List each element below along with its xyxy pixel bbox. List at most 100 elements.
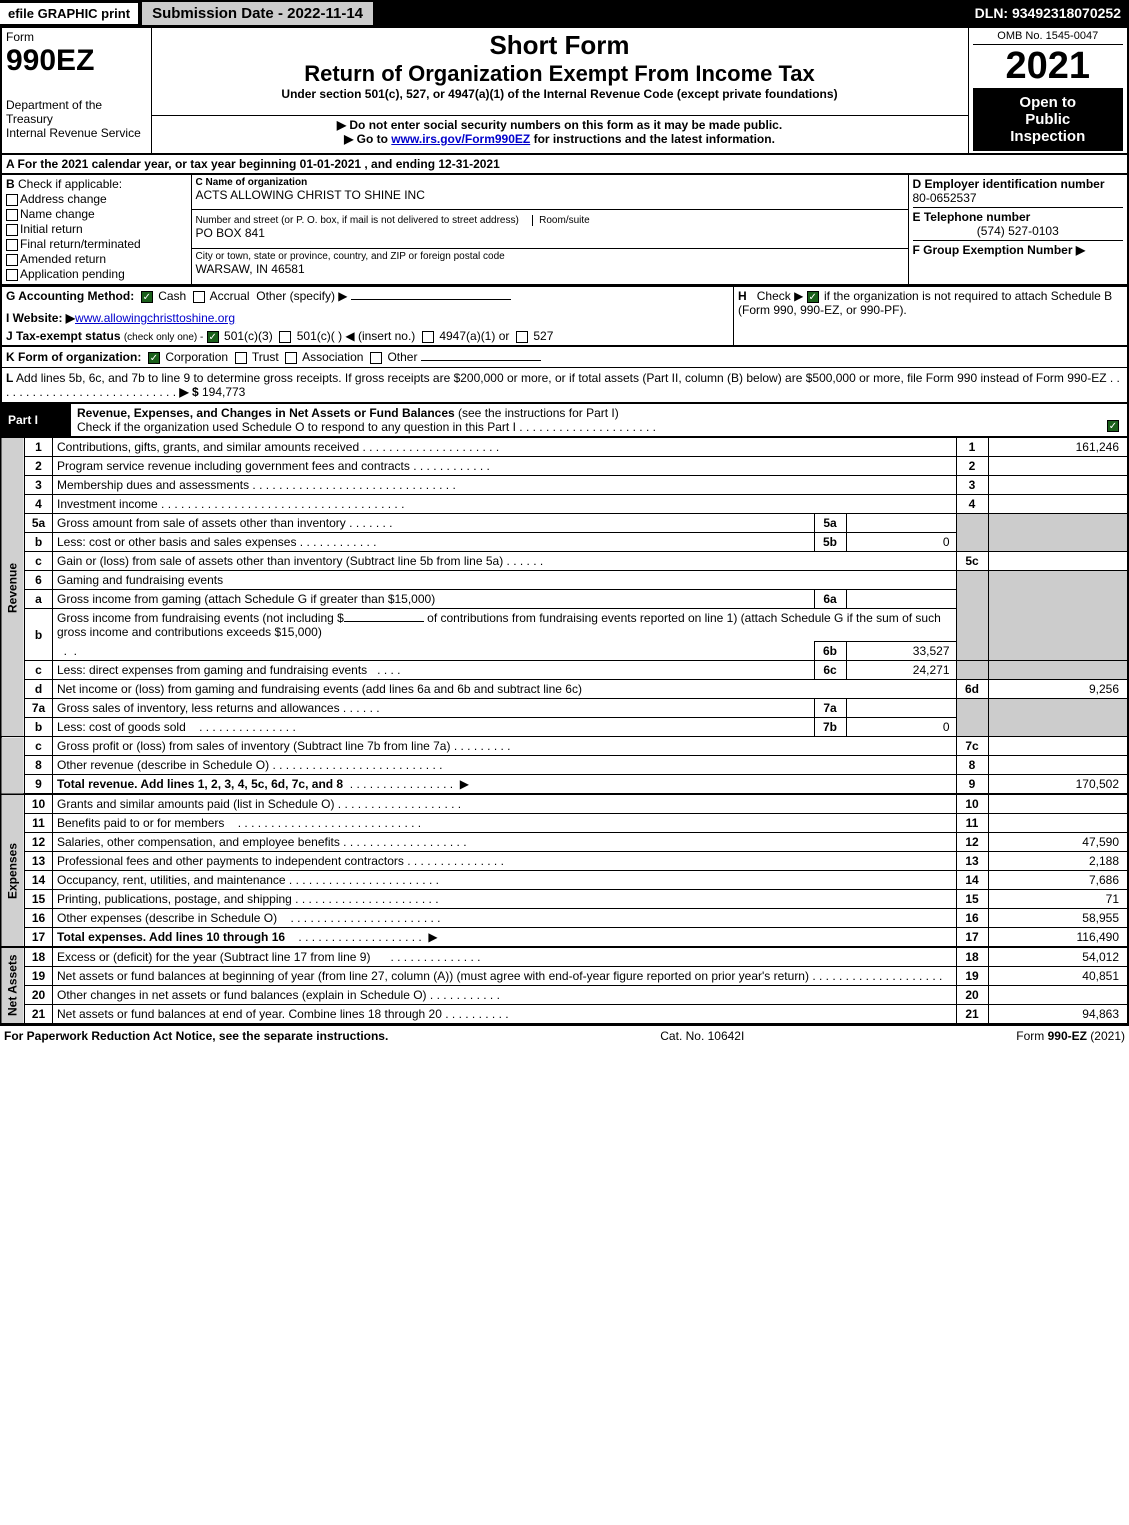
street-address: PO BOX 841 xyxy=(196,226,904,240)
cb-initial-return[interactable]: Initial return xyxy=(6,222,187,236)
cb-final-return[interactable]: Final return/terminated xyxy=(6,237,187,251)
line-6b-desc1: Gross income from fundraising events (no… xyxy=(53,609,957,642)
line-8-ref: 8 xyxy=(956,756,988,775)
cb-schedule-b[interactable] xyxy=(807,291,819,303)
cb-accrual[interactable] xyxy=(193,291,205,303)
cb-label-final: Final return/terminated xyxy=(20,237,141,251)
form-code: 990EZ xyxy=(6,44,147,78)
line-7c-desc: Gross profit or (loss) from sales of inv… xyxy=(53,737,957,756)
cb-501c3[interactable] xyxy=(207,331,219,343)
line-10-ref: 10 xyxy=(956,794,988,814)
line-21-val: 94,863 xyxy=(988,1005,1128,1025)
line-15-val: 71 xyxy=(988,890,1128,909)
revenue-side-cont xyxy=(1,737,25,795)
dln-label: DLN: 93492318070252 xyxy=(975,5,1129,21)
line-21-ref: 21 xyxy=(956,1005,988,1025)
line-19-num: 19 xyxy=(25,967,53,986)
website-link[interactable]: www.allowingchristtoshine.org xyxy=(75,311,235,325)
line-17-num: 17 xyxy=(25,928,53,948)
irs-link[interactable]: www.irs.gov/Form990EZ xyxy=(391,132,530,146)
efile-label[interactable]: efile GRAPHIC print xyxy=(0,3,138,24)
return-title: Return of Organization Exempt From Incom… xyxy=(156,61,964,87)
cb-amended-return[interactable]: Amended return xyxy=(6,252,187,266)
revenue-table: Revenue 1 Contributions, gifts, grants, … xyxy=(0,437,1129,1025)
under-section: Under section 501(c), 527, or 4947(a)(1)… xyxy=(156,87,964,101)
line-1-ref: 1 xyxy=(956,438,988,457)
cb-address-change[interactable]: Address change xyxy=(6,192,187,206)
cb-name-change[interactable]: Name change xyxy=(6,207,187,221)
line-5c-val xyxy=(988,552,1128,571)
line-14-ref: 14 xyxy=(956,871,988,890)
line-3-val xyxy=(988,476,1128,495)
line-6b-midref: 6b xyxy=(814,642,846,661)
footer-mid: Cat. No. 10642I xyxy=(660,1029,744,1043)
city-label: City or town, state or province, country… xyxy=(196,251,904,262)
section-a-text: A For the 2021 calendar year, or tax yea… xyxy=(6,157,500,171)
cb-4947[interactable] xyxy=(422,331,434,343)
line-5ab-val-shaded xyxy=(988,514,1128,552)
cb-corporation[interactable] xyxy=(148,352,160,364)
cb-cash[interactable] xyxy=(141,291,153,303)
line-6c-desc: Less: direct expenses from gaming and fu… xyxy=(53,661,815,680)
j-label: J Tax-exempt status xyxy=(6,329,121,343)
line-6b-spacer: . . xyxy=(53,642,815,661)
line-7b-desc: Less: cost of goods sold . . . . . . . .… xyxy=(53,718,815,737)
d-label: D Employer identification number xyxy=(913,177,1124,191)
goto-suffix: for instructions and the latest informat… xyxy=(530,132,775,146)
line-5ab-ref-shaded xyxy=(956,514,988,552)
open-line1: Open to xyxy=(977,94,1120,111)
part1-title-cell: Revenue, Expenses, and Changes in Net As… xyxy=(71,404,1128,437)
line-4-num: 4 xyxy=(25,495,53,514)
cb-527[interactable] xyxy=(516,331,528,343)
line-5a-midref: 5a xyxy=(814,514,846,533)
cb-application-pending[interactable]: Application pending xyxy=(6,267,187,281)
dept-line1: Department of the Treasury xyxy=(6,98,147,126)
cb-schedule-o[interactable] xyxy=(1107,420,1119,432)
line-6a-desc: Gross income from gaming (attach Schedul… xyxy=(53,590,815,609)
city-state-zip: WARSAW, IN 46581 xyxy=(196,262,904,276)
line-6a-num: a xyxy=(25,590,53,609)
line-7b-midval: 0 xyxy=(846,718,956,737)
line-6abc-ref-shaded xyxy=(956,571,988,661)
line-7a-desc: Gross sales of inventory, less returns a… xyxy=(53,699,815,718)
section-c-city: City or town, state or province, country… xyxy=(191,249,908,285)
line-6b-num: b xyxy=(25,609,53,661)
cb-other-org[interactable] xyxy=(370,352,382,364)
line-20-num: 20 xyxy=(25,986,53,1005)
assoc-label: Association xyxy=(302,350,363,364)
k-label: K Form of organization: xyxy=(6,350,141,364)
cb-501c[interactable] xyxy=(279,331,291,343)
line-16-num: 16 xyxy=(25,909,53,928)
dept-line2: Internal Revenue Service xyxy=(6,126,147,140)
line-6c-ref-shaded xyxy=(956,661,988,680)
ssn-warning: ▶ Do not enter social security numbers o… xyxy=(156,118,964,132)
line-3-ref: 3 xyxy=(956,476,988,495)
cb-trust[interactable] xyxy=(235,352,247,364)
footer-right-post: (2021) xyxy=(1087,1029,1125,1043)
line-10-num: 10 xyxy=(25,794,53,814)
line-14-val: 7,686 xyxy=(988,871,1128,890)
line-5a-num: 5a xyxy=(25,514,53,533)
line-11-ref: 11 xyxy=(956,814,988,833)
cb-association[interactable] xyxy=(285,352,297,364)
line-1-desc: Contributions, gifts, grants, and simila… xyxy=(53,438,957,457)
line-12-val: 47,590 xyxy=(988,833,1128,852)
line-4-ref: 4 xyxy=(956,495,988,514)
line-7a-midref: 7a xyxy=(814,699,846,718)
line-21-num: 21 xyxy=(25,1005,53,1025)
submission-date: Submission Date - 2022-11-14 xyxy=(142,2,373,25)
line-4-val xyxy=(988,495,1128,514)
open-line3: Inspection xyxy=(977,128,1120,145)
4947-label: 4947(a)(1) or xyxy=(439,329,509,343)
cb-label-amended: Amended return xyxy=(20,252,106,266)
l-text: Add lines 5b, 6c, and 7b to line 9 to de… xyxy=(16,371,1107,385)
line-19-ref: 19 xyxy=(956,967,988,986)
line-6b-midval: 33,527 xyxy=(846,642,956,661)
527-label: 527 xyxy=(533,329,553,343)
line-8-val xyxy=(988,756,1128,775)
line-11-num: 11 xyxy=(25,814,53,833)
accrual-label: Accrual xyxy=(210,289,250,303)
goto-prefix: ▶ Go to xyxy=(344,132,391,146)
line-5b-num: b xyxy=(25,533,53,552)
h-text1: Check ▶ xyxy=(757,289,807,303)
